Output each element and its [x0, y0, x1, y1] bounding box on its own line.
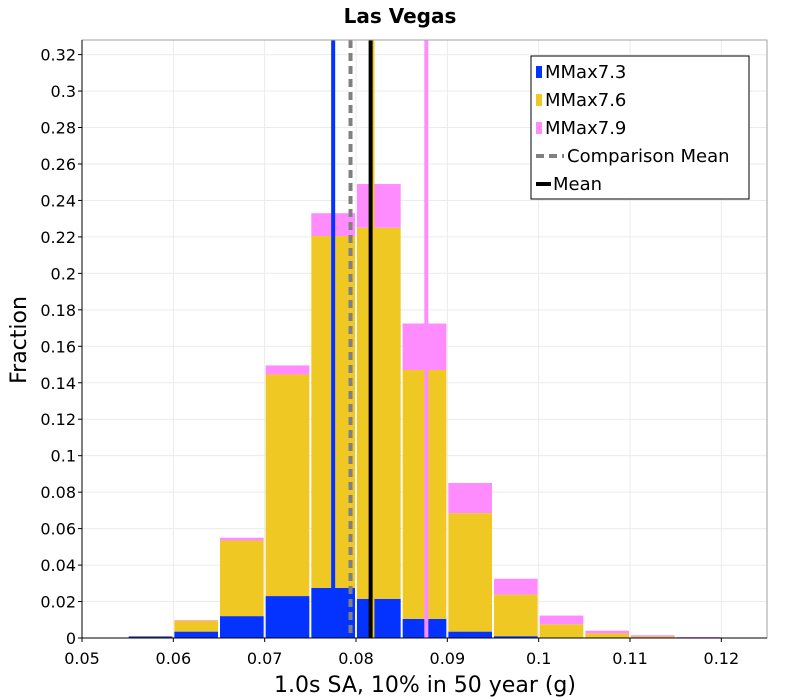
- legend-swatch-mmax7-3: [536, 66, 542, 78]
- y-tick-label: 0.2: [51, 264, 76, 283]
- x-tick-label: 0.05: [64, 649, 100, 668]
- bar-mmax7-9: [220, 537, 264, 541]
- bar-mmax7-6: [539, 624, 584, 638]
- legend-box: [530, 55, 750, 200]
- y-tick-label: 0.02: [40, 593, 76, 612]
- x-tick-label: 0.11: [612, 649, 648, 668]
- bar-mmax7-6: [494, 594, 538, 637]
- y-tick-label: 0.14: [40, 374, 76, 393]
- x-tick-label: 0.07: [247, 649, 283, 668]
- mean-lines: [331, 40, 429, 638]
- bar-mmax7-9: [357, 184, 401, 228]
- axes: 0.05 0.06 0.07 0.08 0.09 0.1 0.11 0.12 0 0.02 0.04…: [40, 39, 768, 668]
- bar-mmax7-3: [265, 596, 310, 638]
- y-tick-label: 0.32: [40, 46, 76, 65]
- bars: [128, 184, 721, 638]
- x-axis-label: 1.0s SA, 10% in 50 year (g): [274, 673, 576, 698]
- bar-mmax7-6: [357, 227, 401, 599]
- y-axis-label: Fraction: [7, 296, 32, 384]
- bar-mmax7-3: [128, 636, 173, 638]
- y-tick-label: 0.06: [40, 520, 76, 539]
- chart-title: Las Vegas: [344, 4, 457, 28]
- y-tick-label: 0.3: [51, 82, 76, 101]
- x-tick-label: 0.06: [156, 649, 192, 668]
- legend-swatch-mmax7-6: [536, 94, 542, 106]
- y-tick-label: 0.08: [40, 483, 76, 502]
- y-tick-label: 0.24: [40, 191, 76, 210]
- x-tick-label: 0.09: [430, 649, 466, 668]
- legend: MMax7.3 MMax7.6 MMax7.9 Comparison Mean Mean: [530, 55, 750, 200]
- y-tick-label: 0.04: [40, 556, 76, 575]
- legend-label-mean: Mean: [553, 174, 602, 195]
- legend-swatch-mmax7-9: [536, 122, 542, 134]
- y-tick-label: 0.18: [40, 301, 76, 320]
- bar-mmax7-9: [494, 578, 538, 595]
- x-tick-label: 0.08: [338, 649, 374, 668]
- y-tick-label: 0.26: [40, 155, 76, 174]
- y-tick-label: 0.28: [40, 119, 76, 138]
- bar-mmax7-6: [220, 540, 264, 617]
- y-tick-label: 0: [66, 629, 76, 648]
- bar-mmax7-9: [539, 615, 584, 625]
- bar-mmax7-3: [448, 631, 492, 638]
- legend-label-comparison-mean: Comparison Mean: [567, 146, 730, 167]
- x-tick-label: 0.1: [526, 649, 551, 668]
- bar-mmax7-3: [220, 616, 264, 638]
- legend-label-mmax7-9: MMax7.9: [545, 118, 626, 139]
- bar-mmax7-3: [174, 631, 218, 638]
- bar-mmax7-6: [631, 636, 675, 638]
- bar-mmax7-9: [174, 620, 218, 621]
- bar-mmax7-6: [128, 635, 173, 637]
- bar-mmax7-6: [265, 374, 310, 597]
- legend-label-mmax7-3: MMax7.3: [545, 62, 626, 83]
- bar-mmax7-3: [357, 598, 401, 638]
- bar-mmax7-3: [494, 636, 538, 638]
- bar-mmax7-6: [174, 620, 218, 632]
- x-tick-label: 0.12: [704, 649, 740, 668]
- y-tick-label: 0.12: [40, 410, 76, 429]
- bar-mmax7-9: [631, 635, 675, 637]
- bar-mmax7-6: [585, 633, 629, 638]
- bar-mmax7-9: [265, 365, 310, 375]
- bar-mmax7-9: [676, 637, 721, 638]
- bar-mmax7-9: [585, 630, 629, 634]
- y-tick-label: 0.1: [51, 447, 76, 466]
- y-tick-label: 0.16: [40, 337, 76, 356]
- legend-label-mmax7-6: MMax7.6: [545, 90, 626, 111]
- bar-mmax7-6: [448, 513, 492, 632]
- bar-mmax7-9: [448, 483, 492, 514]
- y-tick-label: 0.22: [40, 228, 76, 247]
